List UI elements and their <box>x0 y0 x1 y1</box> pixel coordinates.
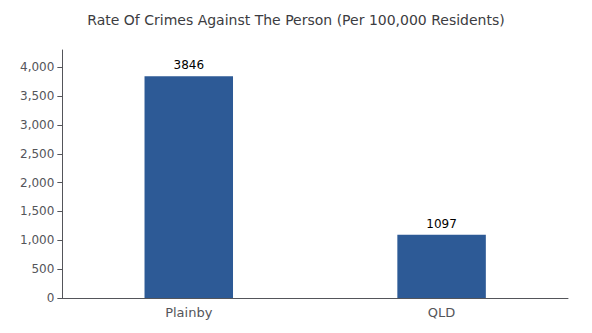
svg-text:1097: 1097 <box>426 217 457 231</box>
svg-text:Plainby: Plainby <box>165 305 213 320</box>
svg-text:3846: 3846 <box>173 58 204 72</box>
svg-text:Rate Of Crimes Against The Per: Rate Of Crimes Against The Person (Per 1… <box>87 12 504 28</box>
svg-text:500: 500 <box>31 262 54 276</box>
svg-text:2,500: 2,500 <box>20 147 54 161</box>
svg-text:0: 0 <box>47 291 55 305</box>
svg-text:QLD: QLD <box>428 305 456 320</box>
svg-text:2,000: 2,000 <box>20 176 54 190</box>
svg-text:4,000: 4,000 <box>20 60 54 74</box>
svg-text:1,000: 1,000 <box>20 233 54 247</box>
svg-text:3,500: 3,500 <box>20 89 54 103</box>
svg-text:3,000: 3,000 <box>20 118 54 132</box>
svg-text:1,500: 1,500 <box>20 204 54 218</box>
